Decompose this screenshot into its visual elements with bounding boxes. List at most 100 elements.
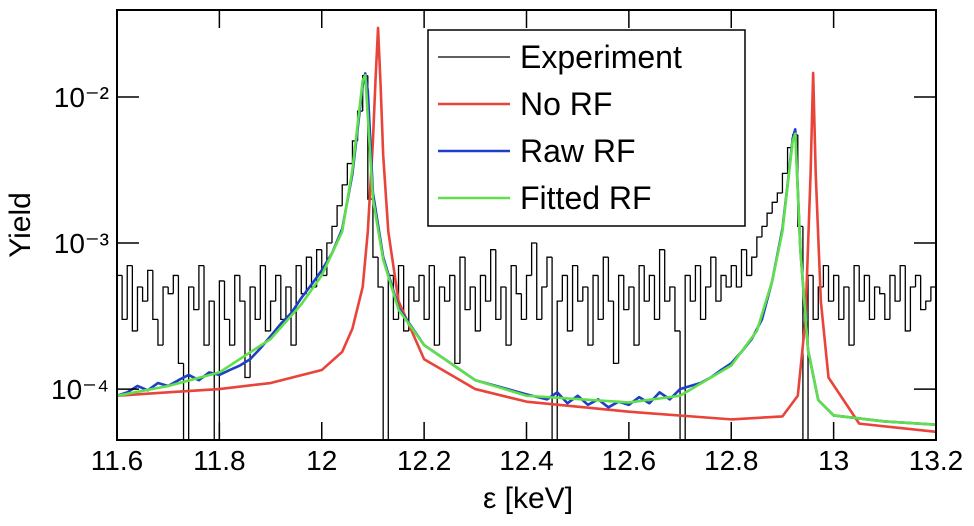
histogram-bin	[530, 242, 537, 276]
histogram-bin	[648, 274, 655, 302]
histogram-bin	[674, 286, 681, 332]
histogram-bin	[315, 249, 322, 287]
histogram-bin	[203, 265, 210, 346]
histogram-bin	[428, 264, 435, 320]
histogram-bin	[520, 293, 527, 321]
histogram-bin	[684, 274, 691, 440]
histogram-bin	[172, 274, 179, 294]
histogram-bin	[817, 286, 824, 320]
histogram-bin	[669, 286, 675, 302]
plot-area	[117, 26, 936, 440]
histogram-bin	[382, 286, 384, 440]
histogram-bin	[510, 264, 517, 346]
histogram-bin	[290, 286, 297, 346]
histogram-bin	[894, 275, 901, 302]
histogram-bin	[705, 286, 711, 320]
histogram-bin	[474, 286, 481, 332]
histogram-bin	[607, 257, 614, 302]
histogram-bin	[699, 265, 706, 321]
x-tick-label: 12.4	[499, 445, 554, 476]
histogram-bin	[930, 286, 936, 302]
histogram-bin	[208, 300, 215, 346]
histogram-bin	[566, 275, 573, 332]
histogram-bin	[131, 265, 138, 332]
histogram-bin	[234, 274, 240, 346]
histogram-bin	[873, 286, 880, 320]
histogram-bin	[776, 192, 783, 203]
x-tick-label: 12.6	[602, 445, 657, 476]
legend-label: Fitted RF	[520, 180, 652, 216]
histogram-bin	[679, 330, 681, 440]
histogram-bin	[239, 275, 245, 302]
histogram-bin	[751, 256, 757, 276]
histogram-bin	[571, 264, 578, 331]
histogram-bin	[884, 293, 890, 321]
histogram-bin	[889, 274, 896, 320]
x-tick-label: 12	[306, 445, 337, 476]
histogram-bin	[423, 275, 430, 321]
histogram-bin	[341, 184, 348, 206]
histogram-bin	[904, 265, 911, 332]
histogram-bin	[223, 280, 230, 321]
histogram-bin	[454, 275, 460, 365]
x-tick-label: 13	[818, 445, 849, 476]
histogram-bin	[387, 274, 394, 440]
histogram-bin	[418, 274, 425, 302]
histogram-bin	[843, 286, 849, 320]
histogram-bin	[710, 256, 716, 287]
x-axis-label: ε [keV]	[483, 482, 573, 515]
histogram-bin	[280, 275, 286, 321]
histogram-bin	[177, 275, 184, 365]
y-tick-label: 10⁻⁴	[51, 374, 109, 405]
histogram-bin	[484, 275, 491, 302]
histogram-bin	[167, 286, 174, 295]
histogram-bin	[469, 286, 476, 310]
histogram-bin	[582, 286, 588, 302]
histogram-bin	[664, 249, 670, 302]
histogram-bin	[638, 264, 645, 346]
histogram-bin	[848, 286, 855, 346]
histogram-bin	[740, 249, 747, 287]
y-tick-label: 10⁻³	[54, 228, 109, 259]
histogram-bin	[725, 275, 732, 288]
histogram-bin	[479, 274, 486, 331]
x-tick-label: 12.2	[397, 445, 452, 476]
histogram-bin	[838, 275, 844, 321]
histogram-bin	[761, 225, 768, 237]
histogram-bin	[495, 249, 501, 321]
histogram-bin	[515, 265, 522, 295]
histogram-bin	[802, 226, 804, 440]
histogram-bin	[213, 301, 215, 440]
histogram-bin	[612, 301, 619, 365]
histogram-bin	[730, 264, 737, 287]
histogram-bin	[464, 257, 471, 311]
histogram-bin	[377, 257, 384, 288]
histogram-bin	[715, 257, 722, 302]
histogram-bin	[336, 205, 343, 227]
histogram-bin	[505, 286, 512, 346]
histogram-bin	[490, 249, 496, 302]
histogram-bin	[541, 286, 547, 320]
histogram-bin	[228, 319, 235, 346]
histogram-bin	[157, 319, 164, 346]
histogram-bin	[264, 265, 271, 332]
histogram-bin	[617, 274, 624, 364]
histogram-bin	[602, 256, 609, 320]
histogram-bin	[136, 286, 143, 331]
histogram-bin	[254, 286, 261, 321]
histogram-bin	[623, 275, 629, 311]
y-axis-label: Yield	[4, 192, 37, 258]
histogram-bin	[269, 300, 276, 331]
histogram-bin	[899, 264, 906, 302]
histogram-bin	[832, 274, 839, 302]
histogram-bin	[162, 286, 169, 346]
legend-label: Raw RF	[520, 133, 636, 169]
histogram-bin	[858, 265, 865, 302]
histogram-bin	[812, 275, 819, 321]
y-tick-label: 10⁻²	[54, 82, 109, 113]
histogram-bin	[689, 275, 696, 302]
histogram-bin	[592, 274, 599, 346]
histogram-bin	[658, 249, 665, 320]
histogram-bin	[633, 286, 640, 346]
